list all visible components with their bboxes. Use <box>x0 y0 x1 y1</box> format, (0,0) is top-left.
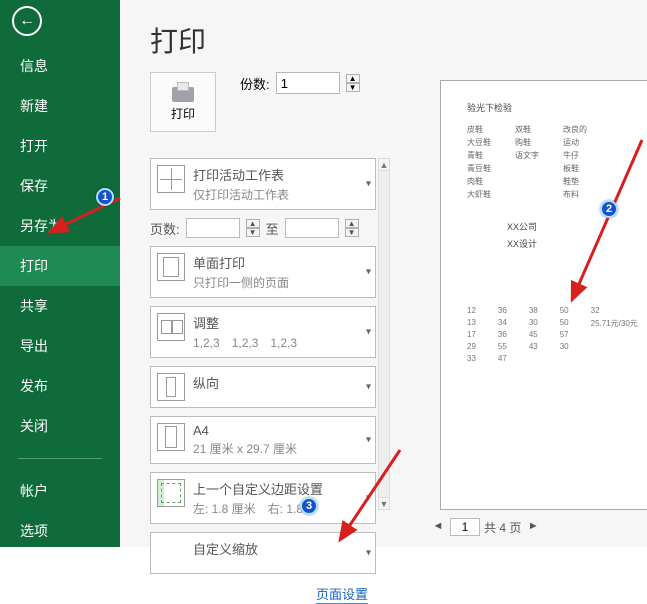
setting-block-0[interactable]: 打印活动工作表仅打印活动工作表 ▾ <box>150 158 376 210</box>
setting-title: 调整 <box>193 313 297 332</box>
chevron-down-icon: ▾ <box>366 179 371 190</box>
setting-icon-portrait <box>157 373 185 401</box>
preview-design: XX设计 <box>507 237 647 250</box>
preview-num-col: 1213172933 <box>467 306 476 363</box>
print-button[interactable]: 打印 <box>150 72 216 132</box>
chevron-down-icon: ▾ <box>366 435 371 446</box>
pager-total-label: 共 4 页 <box>484 519 521 536</box>
print-button-label: 打印 <box>171 105 195 122</box>
setting-subtitle: 1,2,3 1,2,3 1,2,3 <box>193 334 297 351</box>
preview-table-row: 青豆鞋板鞋 <box>467 163 647 174</box>
menu-item-6[interactable]: 共享 <box>0 286 120 326</box>
preview-table-row: 青鞋语文字牛仔 <box>467 150 647 161</box>
copies-spinner[interactable]: ▲ ▼ <box>346 74 360 92</box>
setting-block-4[interactable]: A4 21 厘米 x 29.7 厘米 ▾ <box>150 416 376 464</box>
setting-block-5[interactable]: 上一个自定义边距设置左: 1.8 厘米 右: 1.8… ▾ <box>150 472 376 524</box>
setting-icon-page <box>157 253 185 281</box>
setting-subtitle: 左: 1.8 厘米 右: 1.8… <box>193 500 323 517</box>
preview-table-row: 大豆鞋购鞋运动 <box>467 137 647 148</box>
menu-item-3[interactable]: 保存 <box>0 166 120 206</box>
pager-next-button[interactable]: ► <box>525 519 541 535</box>
setting-icon-margin <box>157 479 185 507</box>
pages-from-input[interactable] <box>186 218 240 238</box>
setting-subtitle: 21 厘米 x 29.7 厘米 <box>193 440 297 457</box>
pages-to-input[interactable] <box>285 218 339 238</box>
spinner-up-icon[interactable]: ▲ <box>346 74 360 83</box>
preview-table-row: 肉鞋鞋垫 <box>467 176 647 187</box>
page-title: 打印 <box>150 20 647 60</box>
setting-block-6[interactable]: 自定义缩放 ▾ <box>150 532 376 574</box>
chevron-down-icon: ▾ <box>366 267 371 278</box>
chevron-down-icon: ▾ <box>366 493 371 504</box>
copies-input[interactable] <box>276 72 340 94</box>
copies-control: 份数: ▲ ▼ <box>240 72 360 94</box>
main-area: 打印 打印 份数: ▲ ▼ 打印活动工作表仅打印活动工作表 ▾ 页数: ▲▼ 至 … <box>120 0 647 547</box>
menu-item-5[interactable]: 打印 <box>0 246 120 286</box>
menu-item-10[interactable]: 帐户 <box>0 471 120 511</box>
setting-title: A4 <box>193 423 297 438</box>
chevron-down-icon: ▾ <box>366 327 371 338</box>
menu-item-8[interactable]: 发布 <box>0 366 120 406</box>
chevron-down-icon: ▾ <box>366 382 371 393</box>
setting-title: 纵向 <box>193 373 219 392</box>
settings-panel: 打印活动工作表仅打印活动工作表 ▾ 页数: ▲▼ 至 ▲▼ 单面打印只打印一侧的页… <box>150 158 376 604</box>
preview-num-col: 50505730 <box>560 306 569 363</box>
setting-title: 自定义缩放 <box>193 539 258 558</box>
preview-page: 验光下检验 皮鞋双鞋改良的大豆鞋购鞋运动青鞋语文字牛仔青豆鞋板鞋肉鞋鞋垫大虾鞋布… <box>467 101 647 485</box>
setting-icon-a4 <box>157 423 185 451</box>
back-arrow-icon: ← <box>19 12 35 30</box>
setting-icon-grid <box>157 165 185 193</box>
menu-item-0[interactable]: 信息 <box>0 46 120 86</box>
preview-num-col: 3634365547 <box>498 306 507 363</box>
print-preview: 验光下检验 皮鞋双鞋改良的大豆鞋购鞋运动青鞋语文字牛仔青豆鞋板鞋肉鞋鞋垫大虾鞋布… <box>440 80 647 510</box>
preview-number-block: 1213172933 3634365547 38304543 50505730 3225… <box>467 306 647 363</box>
back-button[interactable]: ← <box>12 6 42 36</box>
page-setup-link[interactable]: 页面设置 <box>316 584 368 604</box>
setting-block-1[interactable]: 单面打印只打印一侧的页面 ▾ <box>150 246 376 298</box>
preview-company: XX公司 <box>507 220 647 233</box>
printer-icon <box>170 82 196 102</box>
setting-icon-multi <box>157 313 185 341</box>
menu-item-7[interactable]: 导出 <box>0 326 120 366</box>
setting-icon-none <box>157 539 185 567</box>
menu-item-1[interactable]: 新建 <box>0 86 120 126</box>
spinner-down-icon[interactable]: ▼ <box>346 83 360 92</box>
setting-block-3[interactable]: 纵向 ▾ <box>150 366 376 408</box>
menu-item-11[interactable]: 选项 <box>0 511 120 551</box>
setting-subtitle: 仅打印活动工作表 <box>193 186 289 203</box>
pages-to-spinner[interactable]: ▲▼ <box>345 219 359 237</box>
preview-num-col: 38304543 <box>529 306 538 363</box>
scroll-up-icon[interactable]: ▲ <box>379 159 389 171</box>
menu-divider <box>18 458 102 459</box>
preview-doc-title: 验光下检验 <box>467 101 647 114</box>
pages-row: 页数: ▲▼ 至 ▲▼ <box>150 218 376 238</box>
sidebar: ← 信息新建打开保存另存为打印共享导出发布关闭帐户选项 <box>0 0 120 547</box>
pages-label: 页数: <box>150 219 180 238</box>
settings-scrollbar[interactable]: ▲ ▼ <box>378 158 390 510</box>
menu-item-2[interactable]: 打开 <box>0 126 120 166</box>
setting-title: 单面打印 <box>193 253 289 272</box>
pages-from-spinner[interactable]: ▲▼ <box>246 219 260 237</box>
preview-table-row: 大虾鞋布料 <box>467 189 647 200</box>
pages-to-label: 至 <box>266 219 279 238</box>
setting-title: 上一个自定义边距设置 <box>193 479 323 498</box>
pager-prev-button[interactable]: ◄ <box>430 519 446 535</box>
setting-subtitle: 只打印一侧的页面 <box>193 274 289 291</box>
copies-label: 份数: <box>240 74 270 93</box>
pager-current-input[interactable] <box>450 518 480 536</box>
setting-title: 打印活动工作表 <box>193 165 289 184</box>
menu-item-9[interactable]: 关闭 <box>0 406 120 446</box>
preview-num-col: 3225.71元/30元 <box>591 306 638 363</box>
menu-item-4[interactable]: 另存为 <box>0 206 120 246</box>
setting-block-2[interactable]: 调整 1,2,3 1,2,3 1,2,3 ▾ <box>150 306 376 358</box>
scroll-down-icon[interactable]: ▼ <box>379 497 389 509</box>
preview-table-row: 皮鞋双鞋改良的 <box>467 124 647 135</box>
chevron-down-icon: ▾ <box>366 548 371 559</box>
page-navigator: ◄ 共 4 页 ► <box>430 518 541 536</box>
